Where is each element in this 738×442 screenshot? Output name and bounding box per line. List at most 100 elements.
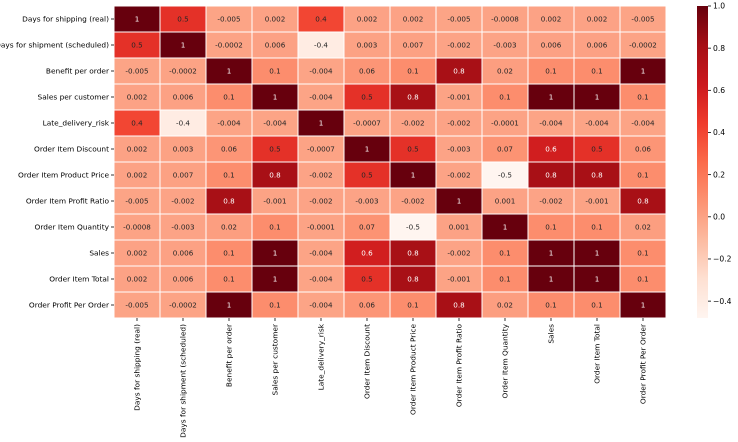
cell-annotation: 0.006: [541, 41, 562, 50]
cell-annotation: -0.002: [447, 171, 470, 180]
y-tick-label: Days for shipment (scheduled): [0, 41, 109, 50]
heatmap-cell: [159, 265, 207, 293]
heatmap-cell: [113, 187, 161, 215]
cell-annotation: -0.003: [355, 197, 378, 206]
x-tick-label: Days for shipment (scheduled): [179, 324, 188, 438]
heatmap-cell: [389, 135, 437, 163]
heatmap-cell: [159, 109, 207, 137]
heatmap-cell: [481, 161, 529, 189]
cell-annotation: 1: [181, 41, 186, 50]
heatmap-cell: [297, 57, 345, 85]
cell-annotation: 0.1: [407, 301, 418, 310]
cell-annotation: 0.1: [545, 67, 556, 76]
cell-annotation: -0.002: [401, 119, 424, 128]
cell-annotation: 0.4: [315, 15, 327, 24]
cell-annotation: 0.5: [407, 145, 418, 154]
heatmap-cell: [619, 161, 667, 189]
cell-annotation: 1: [411, 171, 416, 180]
cell-annotation: 0.5: [361, 93, 372, 102]
heatmap-cell: [573, 31, 621, 59]
cell-annotation: 0.1: [637, 249, 648, 258]
heatmap-cell: [619, 187, 667, 215]
x-tick-label: Late_delivery_risk: [317, 323, 326, 390]
heatmap-cell: [297, 187, 345, 215]
heatmap-cell: [159, 161, 207, 189]
cell-annotation: 0.1: [545, 301, 556, 310]
y-tick-labels: Days for shipping (real) Days for shipmen…: [0, 15, 114, 310]
cell-annotation: 0.002: [127, 171, 148, 180]
cell-annotation: -0.0001: [491, 119, 519, 128]
cell-annotation: -0.002: [171, 197, 194, 206]
cell-annotation: 1: [595, 249, 600, 258]
cell-annotation: -0.0008: [123, 223, 151, 232]
cell-annotation: 0.002: [587, 15, 608, 24]
heatmap-cell: [343, 109, 391, 137]
cell-annotation: 1: [549, 249, 554, 258]
cell-annotation: 0.1: [269, 223, 280, 232]
cell-annotation: -0.4: [314, 41, 328, 50]
cell-annotation: 0.006: [173, 249, 194, 258]
cell-annotation: 1: [273, 249, 278, 258]
heatmap-cell: [435, 265, 483, 293]
y-tick-label: Days for shipping (real): [22, 15, 109, 24]
heatmap-cell: [619, 239, 667, 267]
colorbar-tick-label: 1.0: [713, 2, 725, 11]
cell-annotation: 0.002: [541, 15, 562, 24]
cell-annotation: -0.0008: [491, 15, 519, 24]
cell-annotation: 0.06: [359, 301, 375, 310]
cell-annotation: 0.6: [361, 249, 373, 258]
cell-annotation: 0.1: [223, 93, 234, 102]
cell-annotation: 0.003: [173, 145, 194, 154]
cell-annotation: 0.1: [637, 171, 648, 180]
heatmap-cell: [435, 31, 483, 59]
cell-annotation: 0.8: [637, 197, 649, 206]
heatmap-cell: [527, 291, 575, 319]
x-tick-label: Sales: [547, 324, 556, 344]
cell-annotation: 0.8: [407, 275, 419, 284]
cell-annotation: 0.1: [407, 67, 418, 76]
cell-annotation: 0.5: [131, 41, 142, 50]
cell-annotation: -0.002: [309, 197, 332, 206]
heatmap-cell: [619, 57, 667, 85]
y-tick-label: Order Profit Per Order: [29, 301, 110, 310]
heatmap-cell: [573, 265, 621, 293]
colorbar-tick-label: 0.0: [713, 213, 725, 222]
heatmap-cell: [619, 83, 667, 111]
cell-annotation: -0.0007: [307, 145, 335, 154]
cell-annotation: 0.1: [637, 275, 648, 284]
cell-annotation: 0.003: [357, 41, 378, 50]
cell-annotation: 1: [641, 301, 646, 310]
cell-annotation: 0.07: [497, 145, 513, 154]
x-tick-label: Order Item Discount: [363, 324, 372, 399]
heatmap-cell: [251, 239, 299, 267]
cell-annotation: -0.003: [493, 41, 516, 50]
heatmap-cell: [573, 291, 621, 319]
cell-annotation: 0.5: [361, 171, 372, 180]
cell-annotation: 0.8: [269, 171, 281, 180]
cell-annotation: -0.004: [539, 119, 563, 128]
cell-annotation: 1: [273, 93, 278, 102]
heatmap-cell: [205, 213, 253, 241]
colorbar-tick-label: −0.2: [713, 255, 732, 264]
heatmap-cell: [481, 265, 529, 293]
colorbar: 1.0 0.8 0.6 0.4 0.2 0.0 −0.2 −0.4: [697, 2, 732, 318]
cell-annotation: -0.001: [263, 197, 286, 206]
cell-annotation: 0.001: [449, 223, 470, 232]
heatmap-cell: [297, 109, 345, 137]
heatmap-cell: [343, 135, 391, 163]
cell-annotation: 0.002: [265, 15, 286, 24]
cell-annotation: 0.06: [635, 145, 651, 154]
y-tick-label: Benefit per order: [46, 67, 110, 76]
cell-annotation: -0.002: [539, 197, 562, 206]
y-tick-label: Order Item Total: [49, 275, 109, 284]
y-tick-label: Order Item Quantity: [35, 223, 110, 232]
cell-annotation: 1: [549, 275, 554, 284]
cell-annotation: 1: [227, 301, 232, 310]
cell-annotation: 0.002: [127, 145, 148, 154]
cell-annotation: 0.002: [403, 15, 424, 24]
cell-annotation: -0.4: [176, 119, 190, 128]
cell-annotation: -0.5: [498, 171, 512, 180]
cell-annotation: -0.004: [309, 301, 333, 310]
cell-annotation: -0.005: [125, 67, 148, 76]
